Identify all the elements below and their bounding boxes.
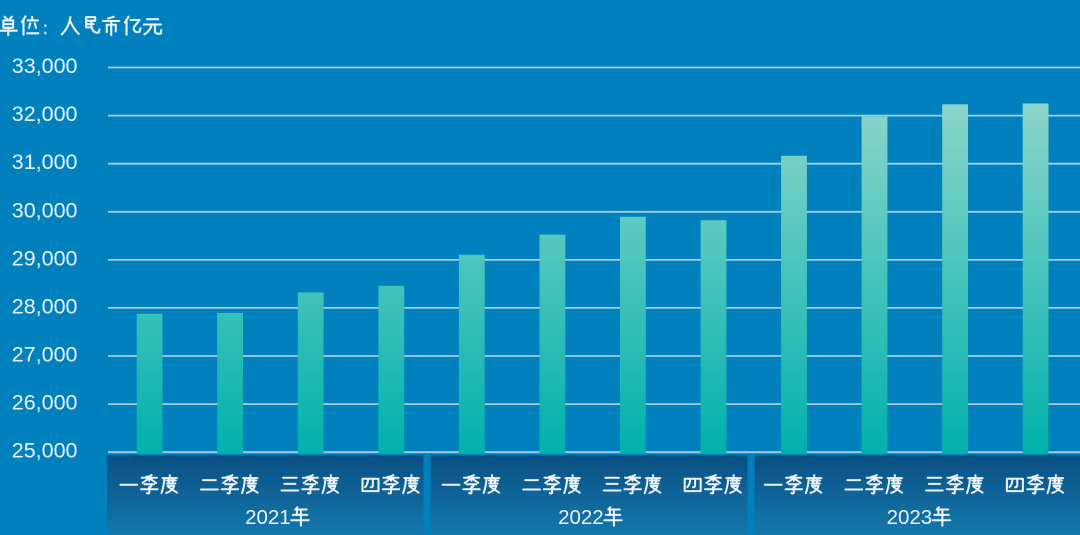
svg-text:2022: 2022 <box>558 506 604 529</box>
svg-text:33,000: 33,000 <box>12 54 78 78</box>
svg-text:27,000: 27,000 <box>12 343 78 367</box>
svg-text:25,000: 25,000 <box>12 439 78 463</box>
svg-text:29,000: 29,000 <box>12 246 78 270</box>
svg-text:2023: 2023 <box>887 506 933 529</box>
svg-text:2021: 2021 <box>245 506 291 529</box>
svg-text:32,000: 32,000 <box>12 102 78 126</box>
svg-text:30,000: 30,000 <box>12 198 78 222</box>
svg-text:28,000: 28,000 <box>12 294 78 318</box>
svg-text:31,000: 31,000 <box>12 150 78 174</box>
svg-text:26,000: 26,000 <box>12 391 78 415</box>
